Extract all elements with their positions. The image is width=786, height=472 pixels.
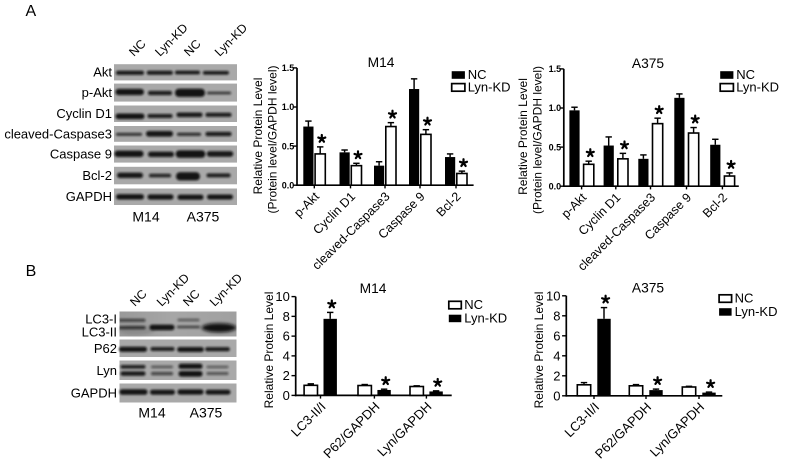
svg-text:Lyn-KD: Lyn-KD — [735, 304, 778, 319]
svg-text:(Protein level/GAPDH level): (Protein level/GAPDH level) — [530, 66, 544, 214]
svg-text:0.0: 0.0 — [549, 181, 562, 191]
svg-text:Lyn-KD: Lyn-KD — [468, 80, 511, 95]
svg-text:0.0: 0.0 — [282, 180, 295, 190]
svg-text:LC3-I: LC3-I — [85, 312, 117, 327]
svg-text:M14: M14 — [138, 405, 165, 421]
svg-text:GAPDH: GAPDH — [66, 189, 112, 204]
svg-text:2: 2 — [283, 368, 290, 383]
svg-text:A375: A375 — [190, 405, 223, 421]
svg-text:0.5: 0.5 — [549, 142, 562, 152]
svg-text:Caspase 9: Caspase 9 — [50, 146, 112, 161]
svg-text:8: 8 — [553, 308, 560, 323]
svg-text:Relative Protein Level: Relative Protein Level — [262, 292, 276, 409]
svg-text:(Protein level/GAPDH level): (Protein level/GAPDH level) — [265, 65, 279, 213]
svg-text:4: 4 — [553, 348, 560, 363]
svg-text:Lyn-KD: Lyn-KD — [736, 80, 779, 95]
svg-text:Lyn-KD: Lyn-KD — [464, 310, 507, 325]
svg-text:8: 8 — [283, 309, 290, 324]
svg-text:A375: A375 — [632, 280, 665, 295]
svg-text:NC: NC — [468, 67, 487, 82]
svg-text:1.0: 1.0 — [549, 103, 562, 113]
svg-text:M14: M14 — [368, 55, 395, 70]
svg-text:A375: A375 — [187, 209, 220, 225]
svg-text:2: 2 — [553, 368, 560, 383]
svg-text:10: 10 — [275, 289, 289, 304]
svg-text:4: 4 — [283, 348, 290, 363]
svg-text:Bcl-2: Bcl-2 — [82, 168, 112, 183]
svg-text:A: A — [26, 3, 37, 20]
svg-text:10: 10 — [546, 288, 560, 303]
svg-text:Lyn: Lyn — [97, 363, 117, 378]
svg-text:cleaved-Caspase3: cleaved-Caspase3 — [4, 126, 112, 141]
svg-text:1.5: 1.5 — [549, 64, 562, 74]
svg-text:0: 0 — [553, 388, 560, 403]
svg-text:B: B — [26, 263, 37, 280]
svg-text:Cyclin D1: Cyclin D1 — [56, 106, 112, 121]
svg-text:A375: A375 — [632, 56, 665, 71]
svg-text:Relative Protein Level: Relative Protein Level — [532, 292, 546, 409]
svg-text:M14: M14 — [360, 281, 387, 296]
svg-text:6: 6 — [553, 328, 560, 343]
svg-text:P62: P62 — [94, 341, 117, 356]
svg-text:0: 0 — [283, 388, 290, 403]
svg-text:NC: NC — [735, 290, 754, 305]
svg-text:1.0: 1.0 — [282, 102, 295, 112]
svg-text:GAPDH: GAPDH — [71, 386, 117, 401]
svg-text:NC: NC — [736, 67, 755, 82]
svg-text:Relative Protein Level: Relative Protein Level — [251, 78, 265, 195]
svg-text:0.5: 0.5 — [282, 141, 295, 151]
svg-text:NC: NC — [464, 297, 483, 312]
svg-text:Akt: Akt — [93, 65, 112, 80]
svg-text:LC3-II: LC3-II — [82, 325, 117, 340]
svg-text:Relative Protein Level: Relative Protein Level — [516, 78, 530, 195]
svg-text:1.5: 1.5 — [282, 63, 295, 73]
svg-text:M14: M14 — [132, 209, 159, 225]
svg-text:p-Akt: p-Akt — [82, 85, 113, 100]
svg-text:6: 6 — [283, 329, 290, 344]
